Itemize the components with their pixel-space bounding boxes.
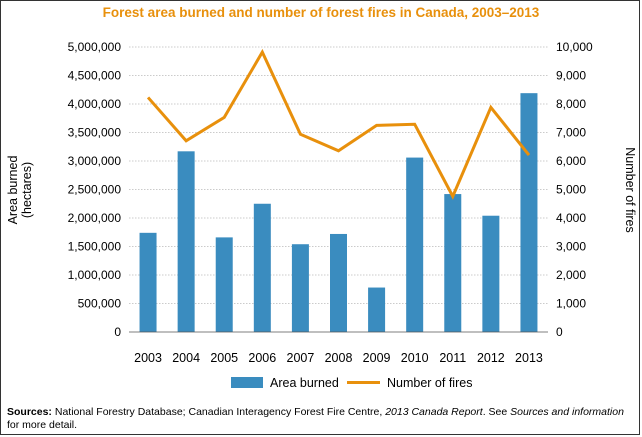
bar xyxy=(444,194,462,332)
y-right-tick-label: 8,000 xyxy=(556,97,586,111)
x-tick-label: 2006 xyxy=(248,351,276,365)
y-right-axis-title: Number of fires xyxy=(623,147,637,232)
x-tick-label: 2013 xyxy=(515,351,543,365)
y-left-axis-title: Area burned xyxy=(6,156,20,225)
x-tick-label: 2008 xyxy=(325,351,353,365)
bar xyxy=(330,233,347,332)
sources-note: Sources: National Forestry Database; Can… xyxy=(7,406,635,431)
y-left-axis-title-units: (hectares) xyxy=(20,162,34,218)
y-right-tick-label: 0 xyxy=(556,325,563,339)
x-tick-label: 2012 xyxy=(477,351,505,365)
x-tick-label: 2003 xyxy=(134,351,162,365)
y-right-tick-label: 10,000 xyxy=(556,40,593,54)
x-tick-label: 2005 xyxy=(210,351,238,365)
legend-label-area-burned: Area burned xyxy=(270,376,339,390)
x-tick-label: 2010 xyxy=(401,351,429,365)
y-left-tick-label: 2,500,000 xyxy=(68,183,122,197)
y-left-tick-label: 2,000,000 xyxy=(68,211,122,225)
sources-text-2: . See xyxy=(482,406,511,418)
y-right-tick-label: 1,000 xyxy=(556,297,586,311)
bar xyxy=(291,244,309,332)
legend-swatch-area-burned xyxy=(231,377,263,388)
y-right-tick-label: 6,000 xyxy=(556,154,586,168)
sources-text-3: for more detail. xyxy=(7,418,78,431)
bar xyxy=(520,93,538,332)
sources-info-link: Sources and information xyxy=(510,406,624,418)
bar-series xyxy=(139,93,538,332)
x-tick-label: 2004 xyxy=(172,351,200,365)
y-left-tick-label: 1,500,000 xyxy=(68,240,122,254)
x-tick-label: 2009 xyxy=(363,351,391,365)
y-left-tick-label: 1,000,000 xyxy=(68,268,122,282)
bar xyxy=(177,151,195,332)
x-tick-label: 2007 xyxy=(287,351,315,365)
legend-label-number-of-fires: Number of fires xyxy=(387,376,472,390)
y-right-tick-label: 9,000 xyxy=(556,69,586,83)
sources-report-title: 2013 Canada Report xyxy=(385,406,483,418)
y-right-tick-label: 5,000 xyxy=(556,183,586,197)
chart-title: Forest area burned and number of forest … xyxy=(103,5,540,20)
y-right-tick-label: 3,000 xyxy=(556,240,586,254)
bar xyxy=(406,157,424,332)
bar xyxy=(139,232,157,332)
y-left-tick-label: 4,000,000 xyxy=(68,97,122,111)
line-series xyxy=(146,48,531,200)
y-left-tick-label: 3,000,000 xyxy=(68,154,122,168)
y-left-tick-label: 5,000,000 xyxy=(68,40,122,54)
legend: Area burned Number of fires xyxy=(231,376,472,390)
bar xyxy=(253,203,271,332)
bar xyxy=(368,287,386,332)
sources-text-1: National Forestry Database; Canadian Int… xyxy=(51,406,386,418)
y-right-tick-label: 4,000 xyxy=(556,211,586,225)
y-right-tick-label: 2,000 xyxy=(556,268,586,282)
y-left-tick-label: 4,500,000 xyxy=(68,69,122,83)
bar xyxy=(482,215,500,332)
axes: 0 0 500,000 1,000 1,000,000 2,000 1,500,000 3,0… xyxy=(6,40,637,365)
bar xyxy=(215,237,233,332)
y-left-tick-label: 0 xyxy=(114,325,121,339)
y-left-tick-label: 3,500,000 xyxy=(68,126,122,140)
x-tick-label: 2011 xyxy=(439,351,466,365)
fires-line xyxy=(146,48,531,200)
y-left-tick-label: 500,000 xyxy=(78,297,122,311)
sources-label: Sources: xyxy=(7,406,52,418)
y-right-tick-label: 7,000 xyxy=(556,126,586,140)
